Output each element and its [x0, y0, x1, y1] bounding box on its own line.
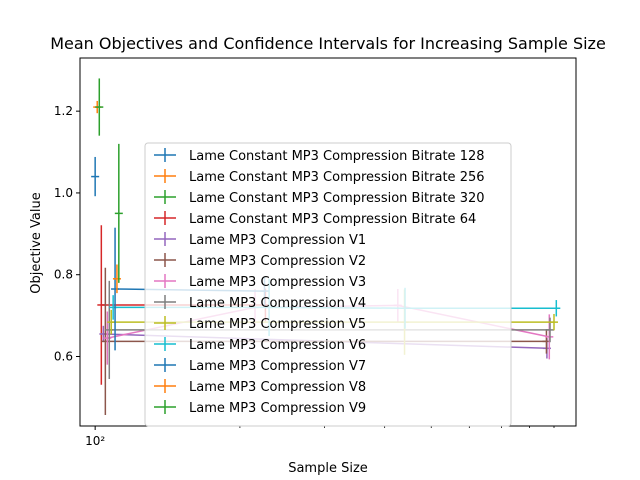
legend-label: Lame MP3 Compression V2 — [189, 254, 366, 269]
x-axis-label: Sample Size — [288, 461, 368, 476]
y-tick-label: 1.0 — [54, 186, 73, 200]
legend-box — [144, 142, 512, 427]
legend-label: Lame MP3 Compression V8 — [189, 380, 366, 395]
series-0 — [91, 156, 100, 197]
y-tick-label: 0.8 — [54, 268, 73, 282]
legend-label: Lame MP3 Compression V7 — [189, 359, 366, 374]
legend-label: Lame Constant MP3 Compression Bitrate 12… — [189, 149, 485, 164]
legend-label: Lame MP3 Compression V3 — [189, 275, 366, 290]
legend-label: Lame MP3 Compression V1 — [189, 233, 366, 248]
y-axis-label: Objective Value — [29, 192, 44, 293]
legend: Lame Constant MP3 Compression Bitrate 12… — [144, 142, 512, 427]
legend-label: Lame MP3 Compression V5 — [189, 317, 366, 332]
chart-title: Mean Objectives and Confidence Intervals… — [50, 34, 606, 53]
x-tick-label: 10² — [85, 434, 105, 448]
legend-label: Lame MP3 Compression V9 — [189, 401, 366, 416]
series-11 — [112, 264, 121, 294]
axes: 0.6 0.8 1.0 1.2 10² — [54, 104, 555, 448]
series-2 — [95, 78, 104, 136]
legend-label: Lame Constant MP3 Compression Bitrate 32… — [189, 191, 485, 206]
legend-label: Lame Constant MP3 Compression Bitrate 25… — [189, 170, 485, 185]
legend-label: Lame Constant MP3 Compression Bitrate 64 — [189, 212, 476, 227]
series-12 — [114, 143, 123, 283]
y-tick-label: 1.2 — [54, 104, 73, 118]
y-tick-label: 0.6 — [54, 349, 73, 363]
legend-label: Lame MP3 Compression V4 — [189, 296, 366, 311]
legend-label: Lame MP3 Compression V6 — [189, 338, 366, 353]
